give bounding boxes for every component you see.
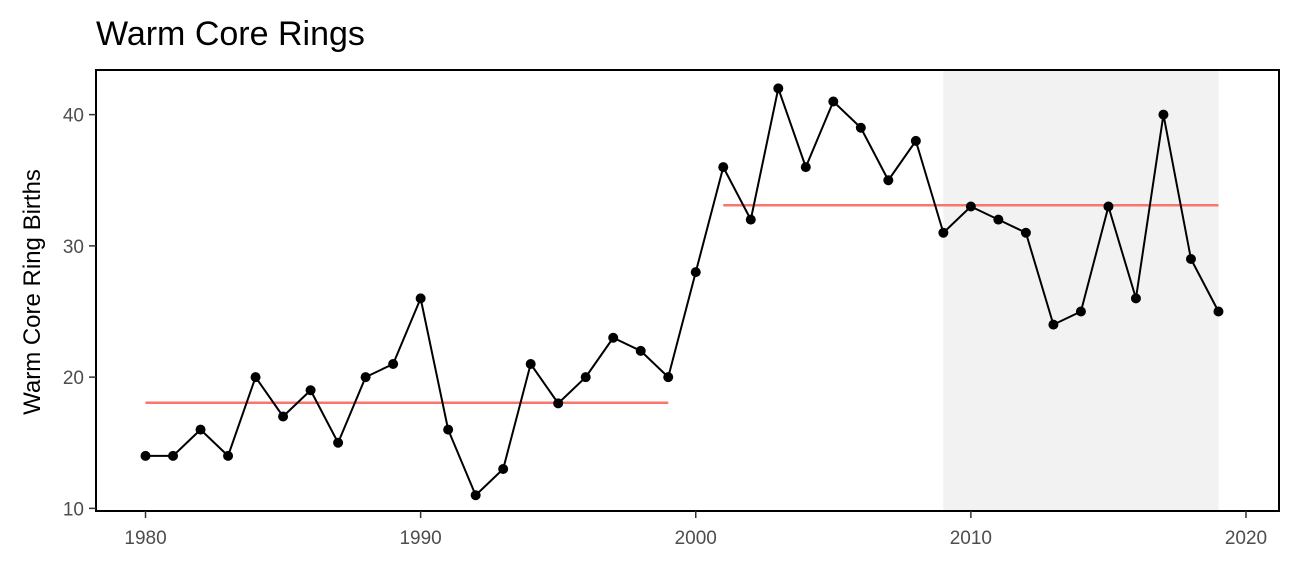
data-point-2015 <box>1103 201 1114 212</box>
data-point-2001 <box>718 162 729 173</box>
data-point-1982 <box>195 424 206 435</box>
data-point-1983 <box>223 450 234 461</box>
data-point-2010 <box>965 201 976 212</box>
data-point-2011 <box>993 214 1004 225</box>
y-tick-label-10: 10 <box>63 499 84 520</box>
data-point-2000 <box>690 267 701 278</box>
data-point-1980 <box>140 450 151 461</box>
data-point-1989 <box>388 359 399 369</box>
data-point-1986 <box>305 385 316 396</box>
data-point-1984 <box>250 372 261 383</box>
x-tick-label-2000: 2000 <box>675 528 717 549</box>
y-axis-label: Warm Core Ring Births <box>19 169 46 415</box>
data-point-2007 <box>883 175 894 186</box>
data-point-1993 <box>498 464 509 474</box>
y-tick-label-30: 30 <box>63 237 84 258</box>
data-point-2009 <box>938 227 949 238</box>
plot-border <box>95 69 1280 512</box>
data-point-2019 <box>1213 306 1224 317</box>
data-point-2012 <box>1020 227 1031 238</box>
data-point-2013 <box>1048 319 1059 330</box>
data-point-1992 <box>470 490 481 501</box>
data-point-2005 <box>828 96 839 107</box>
chart-title: Warm Core Rings <box>96 15 365 53</box>
x-tick-label-1990: 1990 <box>399 528 441 549</box>
series-line-1 <box>145 87 1220 497</box>
data-point-2017 <box>1158 109 1169 120</box>
x-tick-label-2010: 2010 <box>950 528 992 549</box>
highlight-region <box>943 70 1219 511</box>
data-point-1991 <box>443 424 454 435</box>
data-point-2003 <box>773 83 784 94</box>
data-point-2002 <box>745 214 756 225</box>
data-point-2014 <box>1075 306 1086 317</box>
y-tick-label-40: 40 <box>63 106 84 127</box>
data-point-2016 <box>1130 293 1141 304</box>
data-point-1987 <box>333 437 344 448</box>
data-point-1995 <box>553 398 564 409</box>
plot-area: 1980 1990 2000 2010 2020 10 20 30 40 <box>63 69 1280 549</box>
data-point-1996 <box>580 372 591 383</box>
data-point-2004 <box>800 162 811 173</box>
y-tick-label-20: 20 <box>63 368 84 389</box>
data-point-1994 <box>525 359 536 369</box>
data-point-1990 <box>415 293 426 304</box>
data-point-1985 <box>278 411 289 422</box>
data-point-1999 <box>663 372 674 383</box>
x-tick-label-1980: 1980 <box>124 528 166 549</box>
x-tick-label-2020: 2020 <box>1225 528 1267 549</box>
data-point-2018 <box>1185 254 1196 264</box>
data-point-1997 <box>608 332 619 343</box>
data-point-2008 <box>910 135 921 146</box>
data-point-1998 <box>635 345 646 356</box>
data-point-1988 <box>360 372 371 383</box>
data-point-2006 <box>855 122 866 133</box>
data-point-1981 <box>168 450 179 461</box>
